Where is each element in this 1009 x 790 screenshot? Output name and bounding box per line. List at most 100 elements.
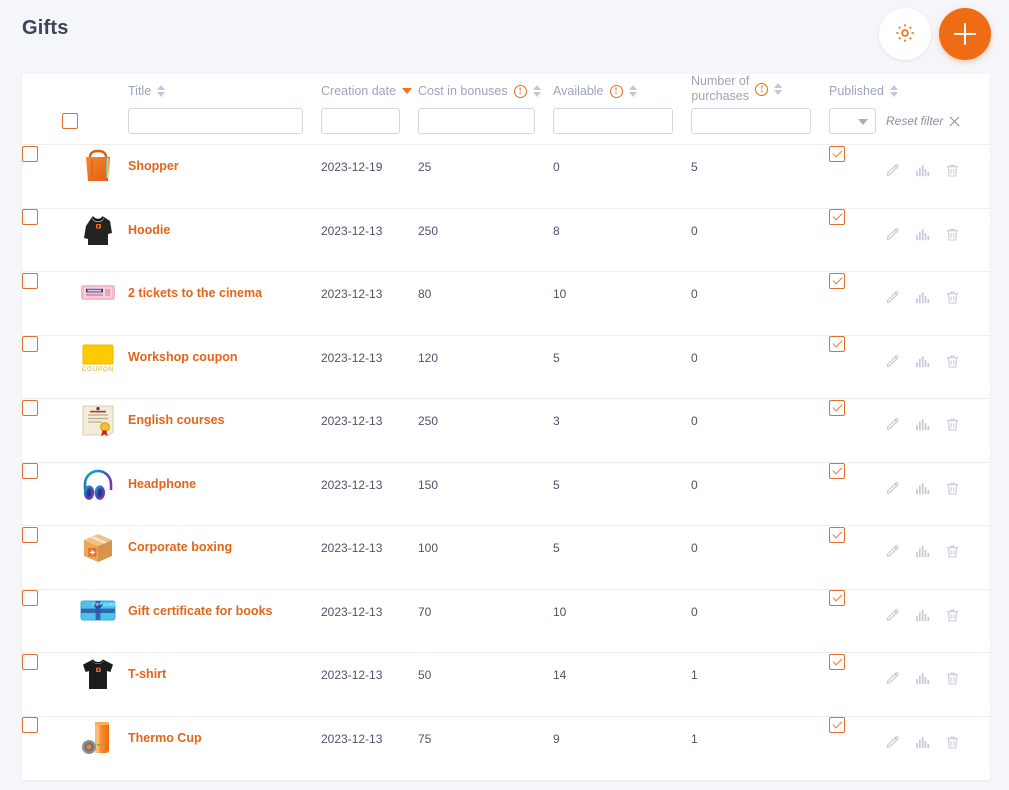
delete-icon[interactable] xyxy=(944,480,961,497)
filter-input-cost-in-bonuses[interactable] xyxy=(418,108,535,134)
edit-icon[interactable] xyxy=(884,289,901,306)
settings-button[interactable] xyxy=(879,8,931,60)
sort-toggle-available[interactable] xyxy=(628,85,638,97)
reset-filter-button[interactable]: Reset filter xyxy=(884,114,990,128)
edit-icon[interactable] xyxy=(884,162,901,179)
published-checkbox[interactable] xyxy=(829,399,845,416)
sort-toggle-cost-in-bonuses[interactable] xyxy=(532,85,542,97)
column-header-available[interactable]: Available ! xyxy=(553,74,691,108)
filter-input-creation-date[interactable] xyxy=(321,108,400,134)
table-row[interactable]: Shopper 2023-12-19 25 0 5 xyxy=(22,144,990,209)
row-actions-cell xyxy=(884,526,990,590)
column-header-cost-in-bonuses[interactable]: Cost in bonuses ! xyxy=(418,74,553,108)
statistics-icon[interactable] xyxy=(914,480,931,497)
statistics-icon[interactable] xyxy=(914,607,931,624)
gift-title-link[interactable]: Shopper xyxy=(128,159,179,173)
published-checkbox[interactable] xyxy=(829,717,845,734)
filter-select-published[interactable]: YesNo xyxy=(829,108,876,134)
sort-toggle-number-of-purchases[interactable] xyxy=(774,83,783,95)
sort-toggle-title[interactable] xyxy=(157,85,166,97)
delete-icon[interactable] xyxy=(944,734,961,751)
filter-input-title[interactable] xyxy=(128,108,303,134)
gift-title-link[interactable]: Gift certificate for books xyxy=(128,603,273,618)
table-row[interactable]: COUPON Workshop coupon 2023-12-13 120 5 0 xyxy=(22,335,990,399)
row-select-checkbox[interactable] xyxy=(22,272,38,289)
edit-icon[interactable] xyxy=(884,734,901,751)
row-select-checkbox[interactable] xyxy=(22,145,38,162)
gift-title-link[interactable]: Hoodie xyxy=(128,222,171,237)
published-checkbox[interactable] xyxy=(829,653,845,670)
info-icon-cost-in-bonuses[interactable]: ! xyxy=(513,84,527,98)
statistics-icon[interactable] xyxy=(914,162,931,179)
published-checkbox[interactable] xyxy=(829,272,845,289)
edit-icon[interactable] xyxy=(884,353,901,370)
row-available-cell: 5 xyxy=(553,462,691,526)
column-header-number-of-purchases[interactable]: Number of purchases ! xyxy=(691,74,829,108)
delete-icon[interactable] xyxy=(944,670,961,687)
column-header-title[interactable]: Title xyxy=(128,74,321,108)
edit-icon[interactable] xyxy=(884,226,901,243)
published-checkbox[interactable] xyxy=(829,145,845,162)
edit-icon[interactable] xyxy=(884,670,901,687)
row-select-checkbox[interactable] xyxy=(22,336,38,353)
row-cost-in-bonuses-cell: 100 xyxy=(418,526,553,590)
info-icon-available[interactable]: ! xyxy=(609,84,623,98)
table-row[interactable]: Thermo Cup 2023-12-13 75 9 1 xyxy=(22,716,990,780)
edit-icon[interactable] xyxy=(884,607,901,624)
published-checkbox[interactable] xyxy=(829,590,845,607)
add-gift-button[interactable] xyxy=(939,8,991,60)
table-row[interactable]: T-shirt 2023-12-13 50 14 1 xyxy=(22,652,990,717)
published-checkbox[interactable] xyxy=(829,209,845,226)
row-select-checkbox[interactable] xyxy=(22,526,38,543)
sort-toggle-published[interactable] xyxy=(889,85,899,97)
table-row[interactable]: English courses 2023-12-13 250 3 0 xyxy=(22,398,990,463)
sort-toggle-creation-date-desc[interactable] xyxy=(402,88,413,94)
table-row[interactable]: Hoodie 2023-12-13 250 8 0 xyxy=(22,208,990,272)
table-row[interactable]: 2 tickets to the cinema 2023-12-13 80 10 0 xyxy=(22,271,990,336)
published-checkbox[interactable] xyxy=(829,463,845,480)
published-checkbox[interactable] xyxy=(829,336,845,353)
statistics-icon[interactable] xyxy=(914,226,931,243)
filter-input-number-of-purchases[interactable] xyxy=(691,108,811,134)
column-header-creation-date[interactable]: Creation date xyxy=(321,74,418,108)
statistics-icon[interactable] xyxy=(914,734,931,751)
edit-icon[interactable] xyxy=(884,480,901,497)
delete-icon[interactable] xyxy=(944,543,961,560)
row-available-cell: 8 xyxy=(553,208,691,272)
gift-title-link[interactable]: 2 tickets to the cinema xyxy=(128,286,263,300)
filter-input-available[interactable] xyxy=(553,108,673,134)
info-icon-number-of-purchases[interactable]: ! xyxy=(755,82,769,96)
gift-title-link[interactable]: Workshop coupon xyxy=(128,349,238,364)
gift-title-link[interactable]: Headphone xyxy=(128,476,197,491)
table-row[interactable]: GIFT CARD Gift certificate for books 2023-… xyxy=(22,589,990,653)
gift-title-link[interactable]: English courses xyxy=(128,413,225,427)
column-header-published[interactable]: Published xyxy=(829,74,898,108)
row-select-checkbox[interactable] xyxy=(22,209,38,226)
table-row[interactable]: Corporate boxing 2023-12-13 100 5 0 xyxy=(22,525,990,590)
statistics-icon[interactable] xyxy=(914,289,931,306)
edit-icon[interactable] xyxy=(884,543,901,560)
table-row[interactable]: Headphone 2023-12-13 150 5 0 xyxy=(22,462,990,526)
row-select-checkbox[interactable] xyxy=(22,463,38,480)
delete-icon[interactable] xyxy=(944,416,961,433)
gift-title-link[interactable]: Thermo Cup xyxy=(128,730,202,745)
select-all-checkbox[interactable] xyxy=(62,112,78,129)
statistics-icon[interactable] xyxy=(914,416,931,433)
delete-icon[interactable] xyxy=(944,289,961,306)
statistics-icon[interactable] xyxy=(914,670,931,687)
row-select-checkbox[interactable] xyxy=(22,653,38,670)
statistics-icon[interactable] xyxy=(914,353,931,370)
gift-title-link[interactable]: T-shirt xyxy=(128,667,167,681)
gift-title-link[interactable]: Corporate boxing xyxy=(128,540,233,554)
published-checkbox[interactable] xyxy=(829,526,845,543)
edit-icon[interactable] xyxy=(884,416,901,433)
delete-icon[interactable] xyxy=(944,607,961,624)
row-select-checkbox[interactable] xyxy=(22,590,38,607)
statistics-icon[interactable] xyxy=(914,543,931,560)
row-select-checkbox[interactable] xyxy=(22,717,38,734)
delete-icon[interactable] xyxy=(944,353,961,370)
delete-icon[interactable] xyxy=(944,162,961,179)
row-creation-date: 2023-12-13 xyxy=(321,223,383,238)
row-select-checkbox[interactable] xyxy=(22,399,38,416)
delete-icon[interactable] xyxy=(944,226,961,243)
